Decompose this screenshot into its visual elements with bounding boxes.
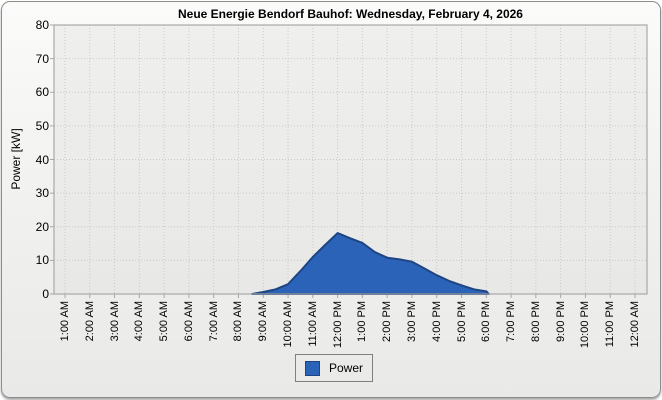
legend: Power — [295, 354, 373, 382]
x-tick-label: 7:00 PM — [505, 301, 518, 342]
plot-border — [53, 24, 648, 295]
x-tick-label: 10:00 AM — [282, 301, 295, 348]
x-tick-label: 1:00 PM — [356, 301, 369, 342]
x-tick-label: 12:00 AM — [629, 301, 641, 348]
y-tick-label: 20 — [35, 219, 49, 234]
y-tick-label: 40 — [35, 152, 49, 167]
x-tick-label: 9:00 AM — [257, 301, 270, 342]
x-tick-label: 11:00 AM — [306, 301, 319, 347]
legend-power-label: Power — [329, 361, 364, 375]
x-tick-label: 3:00 AM — [108, 301, 121, 342]
y-tick-label: 80 — [35, 18, 49, 32]
x-tick-label: 5:00 AM — [158, 301, 171, 342]
x-tick-label: 6:00 PM — [480, 301, 493, 342]
area-series-power — [251, 232, 490, 295]
x-tick-label: 5:00 PM — [455, 301, 468, 342]
x-tick-label: 1:00 AM — [59, 301, 71, 342]
x-tick-label: 8:00 PM — [529, 301, 542, 342]
x-tick-label: 2:00 PM — [381, 301, 394, 342]
x-tick-label: 11:00 PM — [604, 301, 617, 348]
x-tick-label: 10:00 PM — [579, 301, 592, 349]
x-tick-label: 2:00 AM — [83, 301, 96, 342]
y-tick-label: 70 — [35, 51, 49, 66]
x-tick-label: 6:00 AM — [182, 301, 195, 342]
x-tick-label: 4:00 PM — [430, 301, 443, 342]
x-tick-label: 7:00 AM — [207, 301, 220, 342]
x-tick-label: 3:00 PM — [405, 301, 418, 342]
y-tick-label: 10 — [35, 253, 49, 268]
x-tick-label: 8:00 AM — [232, 301, 245, 342]
y-tick-label: 50 — [35, 118, 49, 133]
x-tick-label: 9:00 PM — [554, 301, 567, 342]
x-tick-label: 4:00 AM — [133, 301, 146, 342]
y-tick-label: 30 — [35, 186, 49, 201]
y-tick-label: 0 — [42, 287, 49, 301]
y-tick-label: 60 — [35, 85, 49, 100]
chart-title: Neue Energie Bendorf Bauhof: Wednesday, … — [178, 7, 523, 21]
legend-power-swatch — [305, 360, 320, 376]
x-tick-label: 12:00 PM — [331, 301, 344, 349]
